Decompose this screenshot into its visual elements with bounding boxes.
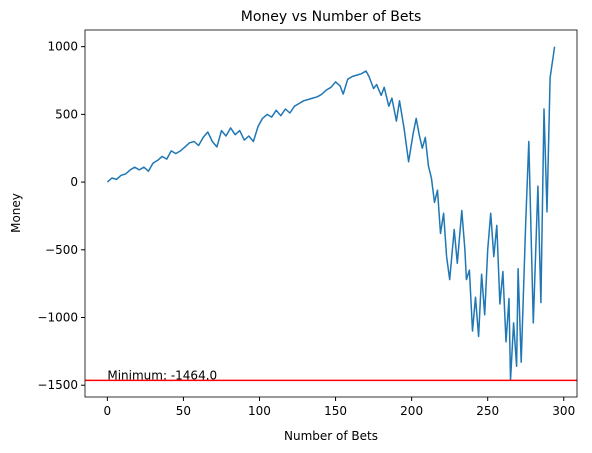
y-tick-label: 500 bbox=[55, 107, 78, 121]
x-tick-label: 50 bbox=[176, 404, 191, 418]
plot-frame bbox=[84, 29, 578, 398]
x-tick-label: 200 bbox=[400, 404, 423, 418]
y-tick-label: 1000 bbox=[47, 40, 78, 54]
x-axis-label: Number of Bets bbox=[284, 429, 378, 443]
x-tick-label: 100 bbox=[248, 404, 271, 418]
annotation: Minimum: -1464.0 bbox=[107, 368, 217, 382]
x-tick-label: 0 bbox=[104, 404, 112, 418]
line-series bbox=[106, 46, 556, 382]
y-tick-label: −1000 bbox=[37, 311, 78, 325]
chart-title: Money vs Number of Bets bbox=[241, 9, 422, 25]
y-axis-label: Money bbox=[9, 193, 23, 233]
x-tick-label: 300 bbox=[552, 404, 575, 418]
y-tick-label: −1500 bbox=[37, 378, 78, 392]
x-tick-label: 150 bbox=[324, 404, 347, 418]
x-tick-label: 250 bbox=[476, 404, 499, 418]
y-tick-label: −500 bbox=[45, 243, 78, 257]
y-tick-label: 0 bbox=[70, 175, 78, 189]
